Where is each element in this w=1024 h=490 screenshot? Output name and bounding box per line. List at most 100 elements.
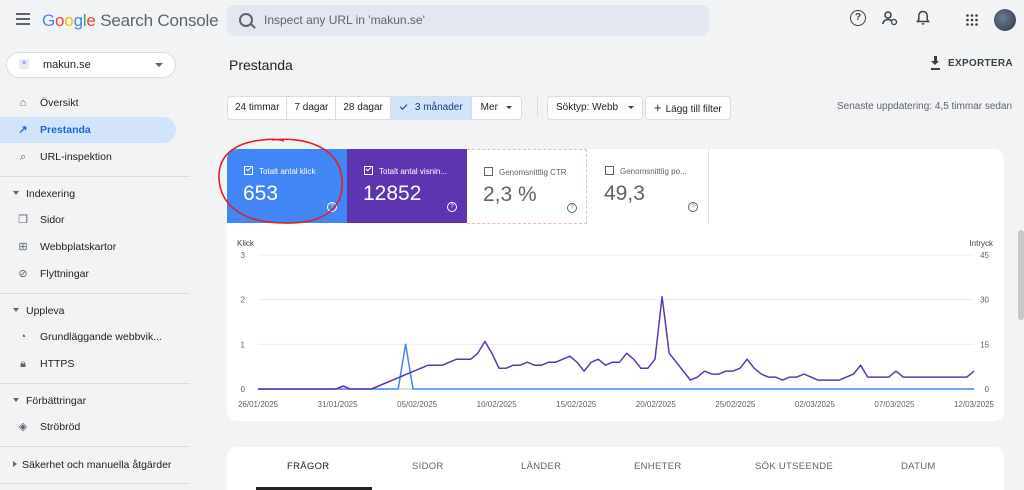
range-7-days[interactable]: 7 dagar [287,97,337,119]
search-icon: ⌕ [19,151,27,163]
sidebar-item-prestanda[interactable]: ↗ Prestanda [0,117,176,143]
tab-dates[interactable]: DATUM [901,461,936,472]
range-more-dropdown[interactable]: Mer [472,97,521,119]
y-left-tick-label: 0 [241,385,246,394]
sidebar: ≡ makun.se ⌂ Översikt ↗ Prestanda ⌕ URL-… [0,40,190,490]
sidebar-divider [0,383,190,384]
top-bar: Google Search Console Inspect any URL in… [0,0,1024,40]
sidebar-item-strobrod[interactable]: ◈ Ströbröd [0,414,176,440]
url-inspect-search[interactable]: Inspect any URL in 'makun.se' [227,5,709,36]
export-button[interactable]: EXPORTERA [931,56,1013,70]
chevron-down-icon [505,106,512,109]
tab-search-appearance[interactable]: SÖK UTSEENDE [755,461,834,472]
sidebar-item-label: Sidor [40,214,65,226]
sidebar-item-https[interactable]: 🔒︎ HTTPS [0,351,176,377]
section-label: Indexering [26,188,76,200]
help-icon[interactable]: ? [567,203,577,213]
performance-card: Totalt antal klick 653 ? Totalt antal vi… [227,149,1004,421]
x-tick-label: 20/02/2025 [636,400,677,409]
sidebar-divider [0,293,190,294]
app-logo[interactable]: Google Search Console [42,11,219,30]
sidebar-item-webbplatskartor[interactable]: ⊞ Webbplatskartor [0,234,176,260]
sidebar-item-label: Översikt [40,97,79,109]
add-filter-label: Lägg till filter [665,104,722,115]
tab-countries[interactable]: LÄNDER [521,461,562,472]
x-tick-label: 05/02/2025 [397,400,438,409]
section-label: Uppleva [26,305,65,317]
sidebar-item-label: Webbplatskartor [40,241,117,253]
sidebar-item-label: HTTPS [40,358,75,370]
sidebar-item-label: Prestanda [40,124,91,136]
sidebar-divider [0,483,190,484]
x-tick-label: 07/03/2025 [874,400,915,409]
x-tick-label: 12/03/2025 [954,400,995,409]
help-icon[interactable]: ? [850,10,866,26]
section-label: Förbättringar [26,395,87,407]
sidebar-item-sidor[interactable]: ❐ Sidor [0,207,176,233]
metric-average-ctr[interactable]: Genomsnittlig CTR 2,3 % ? [467,149,587,224]
active-tab-indicator [256,487,372,490]
removals-icon: ⊘ [18,268,28,280]
filter-divider [537,97,538,117]
metric-label: Genomsnittlig po... [620,167,687,176]
export-label: EXPORTERA [948,58,1013,69]
chevron-down-icon [13,308,19,312]
y-axis-right-title: Intryck [969,239,994,248]
metric-label: Totalt antal visnin... [379,167,448,176]
metric-average-position[interactable]: Genomsnittlig po... 49,3 ? [588,149,709,223]
search-input[interactable]: Inspect any URL in 'makun.se' [264,13,425,27]
sidebar-item-url-inspektion[interactable]: ⌕ URL-inspektion [0,144,176,170]
range-28-days[interactable]: 28 dagar [336,97,391,119]
metric-total-impressions[interactable]: Totalt antal visnin... 12852 ? [347,149,467,223]
pages-icon: ❐ [18,214,28,226]
property-name: makun.se [43,59,91,71]
users-settings-icon[interactable] [882,10,898,31]
home-icon: ⌂ [19,97,27,109]
help-icon[interactable]: ? [447,202,457,212]
date-range-selector: 24 timmar 7 dagar 28 dagar 3 månader Mer [227,96,522,120]
search-type-label: Söktyp: Webb [556,102,619,113]
x-tick-label: 31/01/2025 [318,400,359,409]
account-avatar[interactable] [994,9,1016,31]
tab-queries[interactable]: FRÅGOR [287,461,330,472]
page-scrollbar[interactable] [1018,230,1024,320]
chevron-down-icon [155,63,163,67]
search-type-dropdown[interactable]: Söktyp: Webb [547,96,643,120]
y-right-tick-label: 30 [980,296,989,305]
add-filter-button[interactable]: + Lägg till filter [645,96,731,120]
lock-icon: 🔒︎ [20,358,26,370]
sidebar-item-core-web-vitals[interactable]: ◔ Grundläggande webbvik... [0,324,176,350]
y-axis-left-title: Klick [237,239,255,248]
range-24-hours[interactable]: 24 timmar [228,97,288,119]
sidebar-divider [0,176,190,177]
y-right-tick-label: 15 [980,340,989,349]
help-icon[interactable]: ? [688,202,698,212]
hamburger-menu-icon[interactable] [16,13,30,25]
search-icon [239,13,253,27]
range-3-months[interactable]: 3 månader [390,97,472,119]
performance-chart: Klick Intryck 0 0 1 15 2 30 3 45 26/01/2025 31/01/2… [237,239,995,409]
y-left-tick-label: 3 [241,251,246,260]
sidebar-item-label: Flyttningar [40,268,90,280]
y-left-tick-label: 2 [241,296,246,305]
sidebar-item-flyttningar[interactable]: ⊘ Flyttningar [0,261,176,287]
sidebar-divider [0,446,190,447]
y-right-tick-label: 0 [985,385,990,394]
apps-grid-icon[interactable] [966,13,978,31]
sitemap-icon: ⊞ [18,241,28,253]
x-tick-label: 10/02/2025 [477,400,518,409]
checkbox-checked-icon [364,166,373,175]
range-label: 3 månader [414,102,463,113]
sidebar-item-label: Ströbröd [40,421,81,433]
chevron-down-icon [13,398,19,402]
chevron-down-icon [13,191,19,195]
tab-devices[interactable]: ENHETER [634,461,682,472]
notifications-bell-icon[interactable] [916,10,930,31]
property-selector[interactable]: ≡ makun.se [6,52,176,78]
clicks-series-line [258,343,974,390]
metric-value: 49,3 [604,182,645,205]
site-favicon-icon: ≡ [19,59,29,69]
x-tick-label: 26/01/2025 [238,400,279,409]
tab-pages[interactable]: SIDOR [412,461,444,472]
sidebar-item-oversikt[interactable]: ⌂ Översikt [0,90,176,116]
